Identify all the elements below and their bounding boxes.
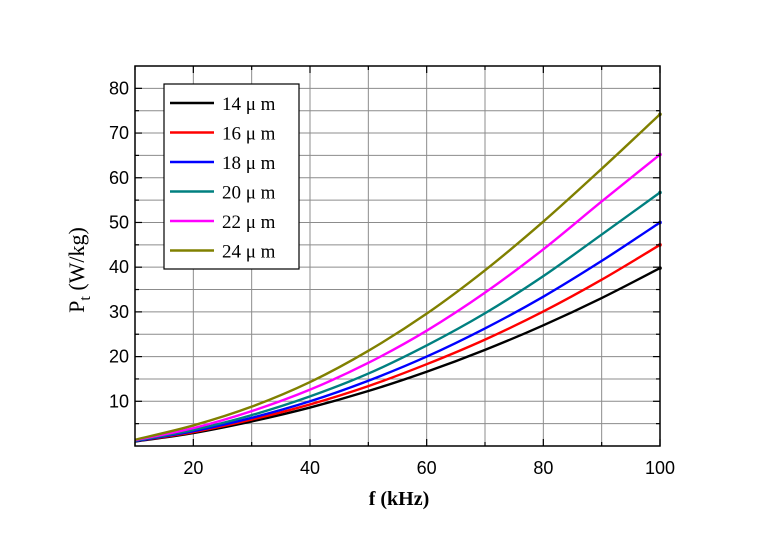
y-tick-label: 30 bbox=[109, 302, 129, 322]
y-axis-label: Pt (W/kg) bbox=[64, 227, 94, 313]
series-layer bbox=[134, 112, 662, 443]
series-line-5 bbox=[134, 153, 661, 442]
y-tick-label: 50 bbox=[109, 212, 129, 232]
ticks: 20 40 60 80 100 10 20 30 40 50 60 70 80 bbox=[109, 66, 675, 478]
y-tick-label: 20 bbox=[109, 347, 129, 367]
series-line-4 bbox=[134, 191, 661, 442]
y-axis-label-unit: (W/kg) bbox=[64, 227, 89, 296]
y-axis-label-sub: t bbox=[77, 296, 94, 301]
y-tick-label: 60 bbox=[109, 168, 129, 188]
legend-box bbox=[163, 83, 300, 270]
series-line-6 bbox=[134, 113, 661, 441]
legend-label-3: 18 μ m bbox=[222, 153, 276, 174]
legend-label-4: 20 μ m bbox=[222, 183, 276, 204]
legend-label-5: 22 μ m bbox=[222, 212, 276, 233]
x-axis-label: f (kHz) bbox=[369, 488, 430, 510]
y-tick-label: 70 bbox=[109, 123, 129, 143]
y-tick-label: 10 bbox=[109, 391, 129, 411]
y-tick-label: 80 bbox=[109, 78, 129, 98]
legend: 14 μ m 16 μ m 18 μ m 20 μ m 22 μ m 24 μ m bbox=[163, 83, 300, 270]
legend-label-1: 14 μ m bbox=[222, 94, 276, 115]
legend-label-2: 16 μ m bbox=[222, 124, 276, 145]
series-line-3 bbox=[134, 221, 661, 443]
series-line-1 bbox=[134, 267, 661, 443]
y-axis-label-main: P bbox=[64, 301, 89, 313]
grid bbox=[134, 66, 661, 446]
x-tick-label: 80 bbox=[533, 458, 553, 478]
series-line-2 bbox=[134, 243, 661, 443]
x-tick-label: 100 bbox=[645, 458, 675, 478]
x-tick-label: 60 bbox=[417, 458, 437, 478]
y-tick-label: 40 bbox=[109, 257, 129, 277]
x-tick-label: 20 bbox=[183, 458, 203, 478]
legend-label-6: 24 μ m bbox=[222, 242, 276, 263]
x-tick-label: 40 bbox=[300, 458, 320, 478]
plot-frame bbox=[134, 65, 661, 447]
